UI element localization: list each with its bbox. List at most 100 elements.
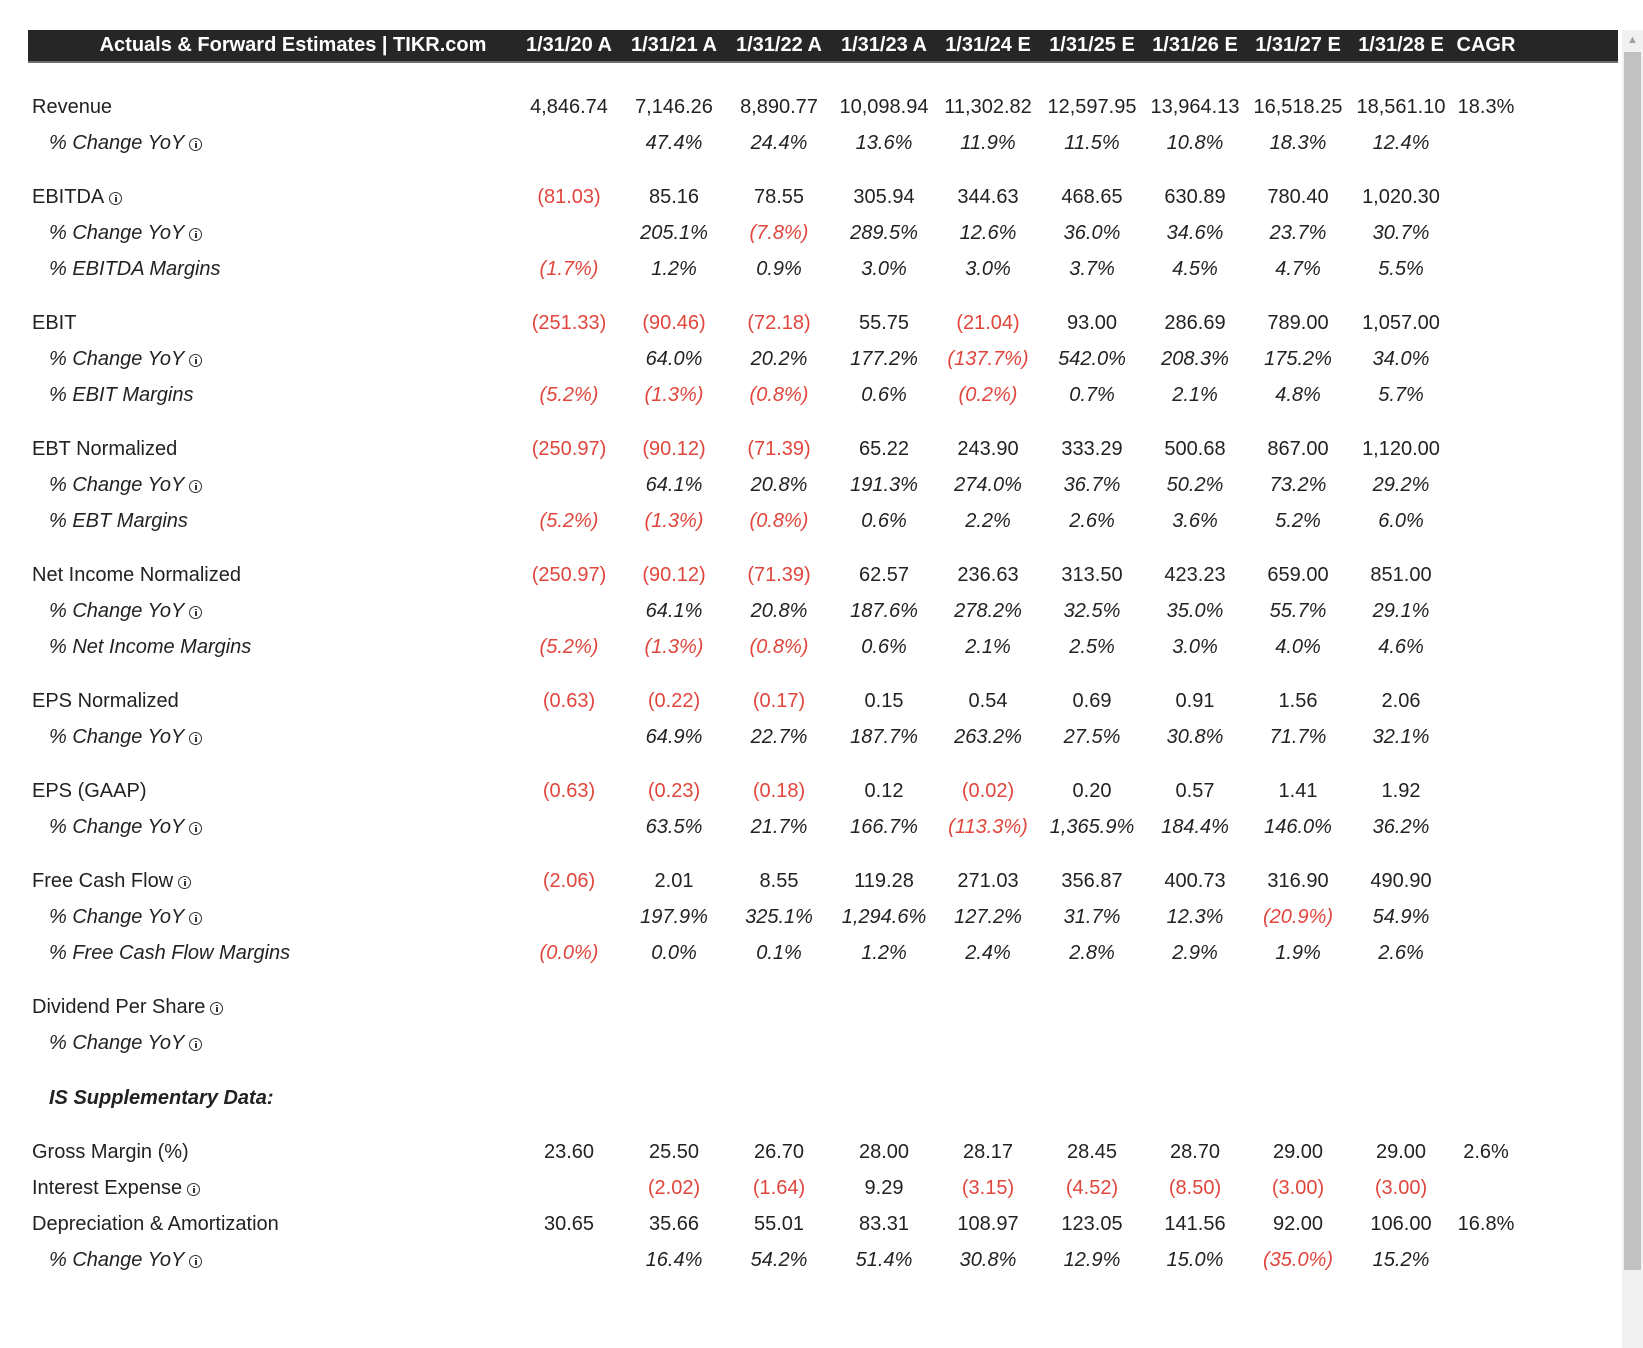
scrollbar-thumb[interactable] [1624,52,1641,1270]
table-cell: 12.9% [1063,1249,1121,1271]
table-cell: 191.3% [850,474,918,496]
info-icon[interactable] [178,876,192,890]
info-icon[interactable] [189,228,203,242]
table-cell: 16.8% [1457,1213,1515,1235]
table-cell: (5.2%) [539,510,599,532]
table-row: Depreciation & Amortization 30.65 35.66 55.… [28,1207,1618,1241]
table-cell: (90.12) [642,564,706,586]
table-row: Gross Margin (%) 23.60 25.50 26.70 28.00 28.1… [28,1135,1618,1169]
table-cell: 13.6% [855,132,913,154]
table-cell: (8.50) [1168,1177,1222,1199]
table-cell: (113.3%) [948,816,1028,838]
table-cell: (90.12) [642,438,706,460]
row-label: Depreciation & Amortization [32,1207,279,1241]
row-label-text: Net Income Normalized [32,564,241,586]
table-cell: 789.00 [1267,312,1329,334]
table-row: EBIT (251.33) (90.46) (72.18) 55.75 (21.04) 93… [28,306,1618,340]
table-cell: 4.0% [1275,636,1321,658]
table-cell: 20.8% [750,600,808,622]
row-label-text: EBIT [32,312,77,334]
table-cell: 0.0% [651,942,697,964]
table-cell: 36.0% [1063,222,1121,244]
vertical-scrollbar[interactable]: ▲ [1622,30,1643,1348]
table-cell: 278.2% [954,600,1022,622]
table-row: % Change YoY 64.0% 20.2% 177.2% (137.7%) 542.… [28,342,1618,376]
table-cell: 26.70 [753,1141,805,1163]
table-cell: 34.6% [1166,222,1224,244]
table-row: % Change YoY 64.1% 20.8% 191.3% 274.0% 36.7% 5… [28,468,1618,502]
info-icon[interactable] [189,354,203,368]
info-icon[interactable] [189,912,203,926]
table-cell: 50.2% [1166,474,1224,496]
row-label: % Net Income Margins [49,630,251,664]
table-cell: 127.2% [954,906,1022,928]
table-cell: 83.31 [858,1213,910,1235]
table-row: EBITDA (81.03) 85.16 78.55 305.94 344.63 468.6… [28,180,1618,214]
row-label: EBITDA [32,180,123,214]
table-cell: (0.18) [752,780,806,802]
info-icon[interactable] [189,606,203,620]
info-icon[interactable] [189,138,203,152]
table-cell: 0.57 [1175,780,1215,802]
table-row: Revenue 4,846.74 7,146.26 8,890.77 10,098.94… [28,90,1618,124]
table-cell: 22.7% [750,726,808,748]
table-title: Actuals & Forward Estimates | TIKR.com [99,34,487,56]
table-cell: 15.2% [1372,1249,1430,1271]
table-row: Net Income Normalized (250.97) (90.12) (71.… [28,558,1618,592]
table-cell: 1.56 [1278,690,1318,712]
table-cell: (1.64) [752,1177,806,1199]
table-cell: 11,302.82 [944,96,1032,118]
table-cell: 2.2% [965,510,1011,532]
table-cell: 55.7% [1269,600,1327,622]
table-row: % Change YoY 64.1% 20.8% 187.6% 278.2% 32.5% 3… [28,594,1618,628]
info-icon[interactable] [109,192,123,206]
table-cell: 630.89 [1164,186,1226,208]
table-cell: 271.03 [957,870,1019,892]
column-header: 1/31/24 E [945,34,1031,56]
table-cell: 0.6% [861,510,907,532]
table-cell: 28.17 [962,1141,1014,1163]
row-label: % Change YoY [49,1026,203,1060]
scroll-up-arrow-icon[interactable]: ▲ [1627,34,1638,46]
row-label-text: % Free Cash Flow Margins [49,942,291,964]
table-cell: 2.1% [965,636,1011,658]
table-cell: 21.7% [750,816,808,838]
row-label-text: Depreciation & Amortization [32,1213,279,1235]
table-row: Interest Expense (2.02) (1.64) 9.29 (3.15) (4… [28,1171,1618,1205]
info-icon[interactable] [189,822,203,836]
info-icon[interactable] [189,732,203,746]
table-cell: 12,597.95 [1047,96,1137,118]
table-cell: 0.7% [1069,384,1115,406]
row-label-text: Interest Expense [32,1177,183,1199]
table-cell: 35.66 [648,1213,700,1235]
table-cell: 2.4% [965,942,1011,964]
row-label: % EBITDA Margins [49,252,221,286]
table-cell: 289.5% [850,222,918,244]
table-cell: 119.28 [854,870,914,892]
info-icon[interactable] [210,1002,224,1016]
row-label-text: % Change YoY [49,600,185,622]
row-label: EPS Normalized [32,684,179,718]
table-cell: (0.23) [647,780,701,802]
column-header: 1/31/27 E [1255,34,1341,56]
table-cell: 356.87 [1061,870,1123,892]
row-label: % Change YoY [49,1243,203,1277]
table-cell: 29.1% [1372,600,1430,622]
info-icon[interactable] [187,1183,201,1197]
table-cell: 208.3% [1161,348,1229,370]
row-label: % Change YoY [49,126,203,160]
info-icon[interactable] [189,480,203,494]
table-cell: (3.15) [961,1177,1015,1199]
table-cell: 5.5% [1378,258,1424,280]
table-cell: 30.8% [1166,726,1224,748]
column-header: 1/31/21 A [631,34,717,56]
table-row: % Change YoY 197.9% 325.1% 1,294.6% 127.2% 31… [28,900,1618,934]
table-cell: 34.0% [1372,348,1430,370]
table-cell: 16,518.25 [1253,96,1343,118]
table-cell: 18.3% [1269,132,1327,154]
row-label: % Change YoY [49,810,203,844]
info-icon[interactable] [189,1038,203,1052]
row-label: % Change YoY [49,720,203,754]
info-icon[interactable] [189,1255,203,1269]
